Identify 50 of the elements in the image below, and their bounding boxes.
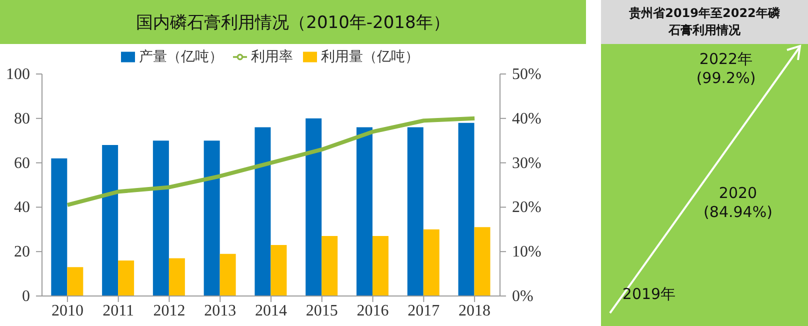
- y-tick-label: 0: [22, 288, 30, 305]
- y2-tick-label: 30%: [512, 154, 542, 172]
- x-tick-label: 2016: [356, 302, 389, 320]
- bar: [423, 229, 440, 296]
- bar: [67, 267, 84, 296]
- x-tick-label: 2018: [458, 302, 491, 320]
- y-tick-label: 40: [14, 199, 30, 216]
- bar: [220, 254, 236, 296]
- bar: [458, 122, 474, 296]
- y-tick-label: 60: [14, 154, 30, 172]
- legend-label: 利用率: [251, 49, 293, 65]
- bar: [407, 127, 424, 296]
- text: 2022年: [698, 50, 754, 69]
- y-tick-label: 80: [14, 110, 30, 128]
- legend-label: 利用量（亿吨）: [321, 49, 419, 65]
- bar: [322, 236, 338, 296]
- bar: [102, 145, 118, 296]
- bar: [270, 244, 287, 296]
- x-tick-label: 2012: [153, 302, 186, 320]
- x-tick-label: 2014: [255, 302, 287, 320]
- text: 2020: [718, 184, 758, 202]
- bar: [152, 140, 169, 296]
- y2-tick-label: 10%: [512, 244, 542, 261]
- y-tick-label: 20: [14, 244, 30, 261]
- text: 2019年: [621, 285, 677, 304]
- bar: [204, 140, 220, 296]
- x-tick-label: 2011: [102, 302, 134, 320]
- bar: [306, 118, 322, 296]
- bar: [474, 227, 490, 296]
- x-tick-label: 2017: [408, 302, 440, 320]
- bar: [254, 127, 271, 296]
- x-tick-label: 2010: [51, 302, 84, 320]
- text: (99.2%): [695, 69, 757, 87]
- x-tick-label: 2013: [204, 302, 236, 320]
- chart-title: 国内磷石膏利用情况（2010年-2018年）: [0, 0, 586, 44]
- y2-tick-label: 50%: [512, 66, 542, 83]
- y-tick-label: 100: [6, 66, 30, 83]
- y2-tick-label: 20%: [512, 199, 542, 216]
- y2-tick-label: 40%: [512, 110, 542, 128]
- bar: [51, 158, 68, 296]
- bar: [118, 260, 134, 296]
- text: 贵州省2019年至2022年磷石膏利用情况: [601, 0, 808, 44]
- bar: [168, 258, 185, 296]
- x-tick-label: 2015: [306, 302, 338, 320]
- text: (84.94%): [702, 203, 774, 221]
- y2-tick-label: 0%: [512, 288, 534, 305]
- legend-label: 产量（亿吨）: [139, 49, 223, 65]
- bar: [372, 236, 388, 296]
- line-series: [65, 116, 477, 207]
- bar: [356, 127, 372, 296]
